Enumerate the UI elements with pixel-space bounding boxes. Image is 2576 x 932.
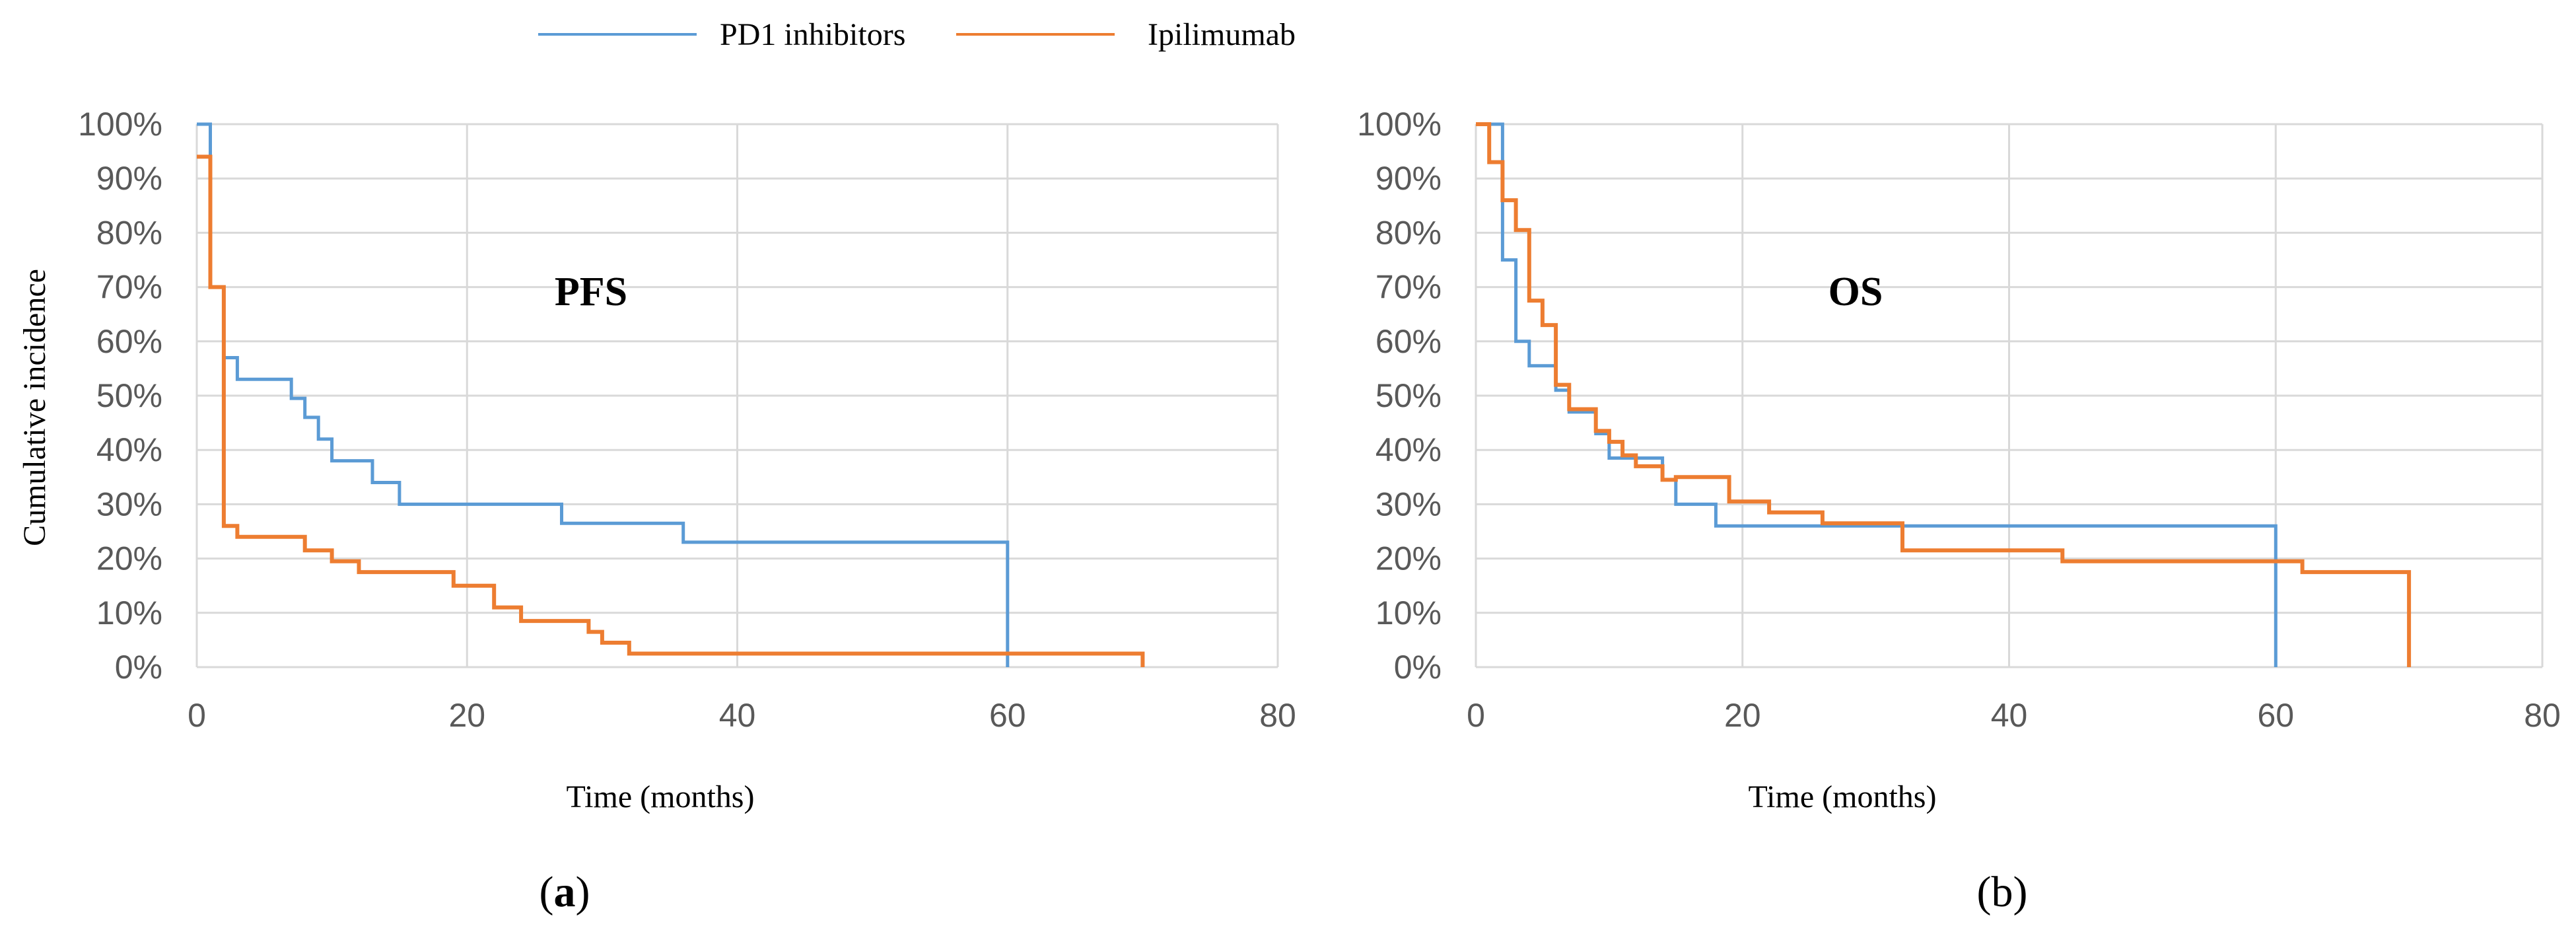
- os-y-tick-label: 10%: [1375, 594, 1442, 631]
- os-series-ipilimumab-line: [1476, 122, 2412, 667]
- pfs-y-tick-label: 0%: [115, 649, 162, 686]
- pfs-chart-title: PFS: [555, 269, 627, 314]
- os-panel-label: (b): [1977, 868, 2028, 916]
- pfs-y-tick-label: 90%: [96, 160, 162, 197]
- os-y-tick-label: 0%: [1394, 649, 1442, 686]
- legend-label-ipilimumab: Ipilimumab: [1148, 17, 1296, 52]
- pfs-y-axis-label: Cumulative incidence: [17, 269, 52, 546]
- os-x-tick-label: 20: [1724, 697, 1761, 734]
- pfs-x-tick-label: 20: [448, 697, 485, 734]
- os-chart-title: OS: [1828, 269, 1883, 314]
- pfs-x-tick-label: 0: [188, 697, 206, 734]
- pfs-x-tick-label: 60: [989, 697, 1026, 734]
- os-x-tick-label: 40: [1991, 697, 2028, 734]
- os-y-tick-label: 80%: [1375, 214, 1442, 251]
- pfs-x-axis-label: Time (months): [567, 779, 755, 814]
- os-y-tick-label: 40%: [1375, 431, 1442, 468]
- pfs-y-tick-label: 20%: [96, 540, 162, 577]
- pfs-y-tick-label: 50%: [96, 377, 162, 414]
- os-y-tick-label: 100%: [1357, 106, 1442, 143]
- pfs-panel-label: (a): [540, 868, 590, 916]
- os-y-tick-label: 50%: [1375, 377, 1442, 414]
- pfs-y-tick-label: 100%: [78, 106, 162, 143]
- os-x-tick-label: 0: [1467, 697, 1485, 734]
- os-y-tick-label: 30%: [1375, 485, 1442, 522]
- pfs-y-tick-label: 80%: [96, 214, 162, 251]
- pfs-y-tick-label: 10%: [96, 594, 162, 631]
- pfs-x-tick-label: 80: [1259, 697, 1296, 734]
- pfs-y-tick-label: 70%: [96, 269, 162, 306]
- os-x-axis-label: Time (months): [1749, 779, 1937, 814]
- pfs-x-tick-label: 40: [719, 697, 756, 734]
- os-y-tick-label: 20%: [1375, 540, 1442, 577]
- legend: PD1 inhibitors Ipilimumab: [538, 17, 1296, 52]
- os-y-tick-label: 60%: [1375, 323, 1442, 360]
- pfs-y-tick-label: 30%: [96, 485, 162, 522]
- legend-label-pd1: PD1 inhibitors: [720, 17, 905, 52]
- pfs-y-tick-label: 40%: [96, 431, 162, 468]
- pfs-series-ipilimumab-line: [197, 155, 1145, 667]
- os-x-tick-label: 60: [2257, 697, 2294, 734]
- os-y-tick-label: 90%: [1375, 160, 1442, 197]
- os-y-tick-label: 70%: [1375, 269, 1442, 306]
- os-chart-panel: 0% 10% 20% 30% 40% 50% 60% 70% 80% 90% 100% 0 20 40 60…: [1357, 106, 2561, 916]
- os-x-tick-label: 80: [2524, 697, 2561, 734]
- pfs-chart-panel: 0% 10% 20% 30% 40% 50% 60% 70% 80% 90% 100% 0 20 40 60…: [17, 106, 1296, 916]
- pfs-y-tick-label: 60%: [96, 323, 162, 360]
